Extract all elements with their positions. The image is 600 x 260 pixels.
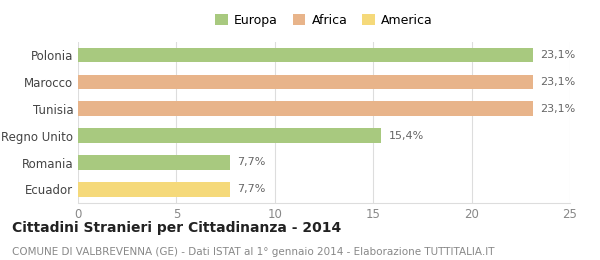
- Bar: [78, 155, 230, 170]
- Bar: [78, 128, 381, 143]
- Legend: Europa, Africa, America: Europa, Africa, America: [210, 9, 438, 32]
- Text: 23,1%: 23,1%: [541, 50, 576, 60]
- Text: 15,4%: 15,4%: [389, 131, 424, 141]
- Text: 7,7%: 7,7%: [238, 184, 266, 194]
- Bar: [78, 48, 533, 62]
- Text: 23,1%: 23,1%: [541, 77, 576, 87]
- Bar: [78, 101, 533, 116]
- Text: COMUNE DI VALBREVENNA (GE) - Dati ISTAT al 1° gennaio 2014 - Elaborazione TUTTIT: COMUNE DI VALBREVENNA (GE) - Dati ISTAT …: [12, 247, 494, 257]
- Text: Cittadini Stranieri per Cittadinanza - 2014: Cittadini Stranieri per Cittadinanza - 2…: [12, 221, 341, 235]
- Text: 23,1%: 23,1%: [541, 104, 576, 114]
- Bar: [78, 182, 230, 197]
- Text: 7,7%: 7,7%: [238, 158, 266, 167]
- Bar: [78, 75, 533, 89]
